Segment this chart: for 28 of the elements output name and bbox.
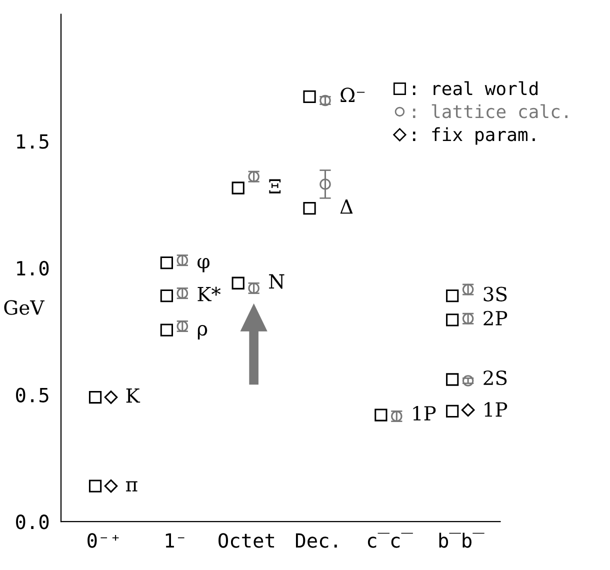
x-tick-label: Dec.: [296, 533, 337, 548]
annotation: φ: [198, 258, 210, 272]
annotation: 3S: [484, 286, 507, 302]
annotation: K*: [198, 286, 221, 302]
annotation: 1P: [413, 406, 436, 420]
y-tick-label: 0.0: [16, 514, 49, 530]
annotation: ρ: [198, 325, 208, 340]
y-axis-title: GeV: [4, 300, 44, 315]
legend-label: : fix param.: [413, 127, 535, 145]
annotation: 1P: [484, 402, 508, 417]
x-tick-label: Octet: [218, 533, 274, 548]
legend-label: : real world: [413, 81, 538, 96]
annotation: 2S: [484, 370, 507, 386]
annotation: 2P: [484, 310, 508, 326]
x-tick-label: 0⁻⁺: [88, 533, 119, 548]
annotation: Ξ: [269, 179, 281, 194]
annotation: Ω⁻: [340, 88, 365, 102]
annotation: N: [269, 274, 284, 289]
annotation: K: [126, 388, 140, 403]
annotation: Δ: [340, 199, 353, 214]
legend-label: : lattice calc.: [413, 104, 568, 118]
y-tick-label: 0.5: [16, 388, 48, 402]
y-tick-label: 1.0: [17, 260, 49, 276]
y-tick-label: 1.5: [17, 134, 48, 149]
x-tick-label: 1⁻: [166, 533, 184, 548]
annotation: π: [126, 481, 138, 492]
x-tick-label: b̅b̅: [439, 532, 484, 548]
x-tick-label: c̅c̅: [368, 532, 413, 548]
